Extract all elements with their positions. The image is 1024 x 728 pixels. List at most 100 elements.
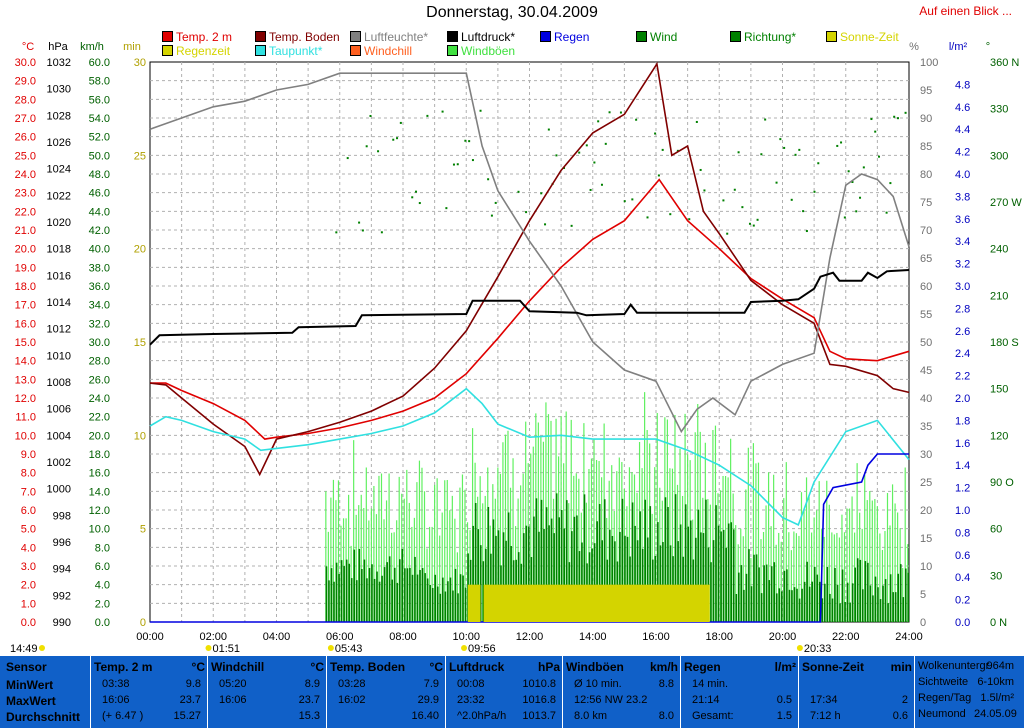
series-line	[149, 269, 910, 346]
sun-event-marker	[327, 645, 334, 651]
stats-value: 1.5	[776, 710, 792, 722]
direction-dot	[847, 170, 850, 173]
direction-dot	[464, 139, 467, 142]
tick-label-humidity: 35	[920, 421, 932, 433]
tick-label-humidity: 50	[920, 337, 932, 349]
info-value: 6-10km	[977, 676, 1014, 688]
tick-label-minutes: 20	[134, 244, 146, 256]
legend-label: Richtung*	[744, 30, 797, 44]
direction-dot	[479, 109, 482, 112]
tick-label-temp: 1.0	[21, 598, 36, 610]
tick-label-pressure: 990	[53, 617, 71, 629]
tick-label-wind: 10.0	[89, 524, 110, 536]
direction-dot	[411, 196, 414, 199]
direction-dot	[346, 157, 349, 160]
tick-label-temp: 10.0	[15, 430, 36, 442]
direction-dot	[426, 114, 429, 117]
direction-dot	[589, 188, 592, 191]
direction-dot	[794, 153, 797, 156]
axis-unit-minutes: min	[123, 41, 141, 53]
direction-dot	[517, 190, 520, 193]
legend-swatch	[350, 31, 361, 42]
stats-value-label: 8.0 km	[574, 710, 608, 722]
sun-event-marker	[461, 645, 468, 651]
direction-dot	[646, 216, 649, 219]
direction-dot	[608, 111, 611, 114]
overview-link[interactable]: Auf einen Blick ...	[919, 4, 1012, 18]
direction-dot	[836, 144, 839, 147]
stats-value: 23.7	[298, 694, 320, 706]
direction-dot	[783, 146, 786, 149]
tick-label-temp: 28.0	[15, 94, 36, 106]
tick-label-wind: 2.0	[95, 598, 110, 610]
tick-label-rain: 1.8	[955, 415, 970, 427]
tick-label-time: 02:00	[199, 631, 227, 643]
tick-label-temp: 14.0	[15, 356, 36, 368]
legend-swatch	[447, 31, 458, 42]
tick-label-temp: 18.0	[15, 281, 36, 293]
tick-label-time: 18:00	[705, 631, 733, 643]
info-label: Neumond	[918, 708, 966, 720]
tick-label-temp: 17.0	[15, 300, 36, 312]
direction-dot	[380, 231, 383, 234]
tick-label-direction: 150	[990, 384, 1008, 396]
tick-label-rain: 4.2	[955, 147, 970, 159]
legend-label: Regenzeit	[176, 44, 231, 58]
direction-dot	[733, 188, 736, 191]
stats-value-label: 16:02	[338, 694, 366, 706]
series-line	[149, 61, 910, 477]
direction-dot	[661, 148, 664, 151]
direction-dot	[597, 120, 600, 123]
direction-dot	[445, 207, 448, 210]
tick-label-temp: 16.0	[15, 318, 36, 330]
tick-label-rain: 4.4	[955, 124, 970, 136]
tick-label-pressure: 1008	[47, 377, 71, 389]
tick-label-temp: 11.0	[15, 412, 36, 424]
legend-label: Luftfeuchte*	[364, 30, 429, 44]
direction-dot	[657, 174, 660, 177]
tick-label-rain: 4.8	[955, 79, 970, 91]
tick-label-direction: 330	[990, 104, 1008, 116]
direction-dot	[874, 130, 877, 133]
direction-dot	[361, 229, 364, 232]
direction-dot	[358, 221, 361, 224]
panel-divider	[562, 656, 563, 728]
legend-item: Windböen	[447, 44, 515, 58]
tick-label-wind: 58.0	[89, 76, 110, 88]
legend-label: Sonne-Zeit	[840, 30, 899, 44]
tick-label-pressure: 1012	[47, 324, 71, 336]
legend-item: Wind	[636, 30, 677, 44]
direction-dot	[764, 118, 767, 121]
legend-label: Windböen	[461, 44, 516, 58]
direction-dot	[726, 232, 729, 235]
stats-header: Sonne-Zeit	[802, 660, 864, 674]
tick-label-wind: 46.0	[89, 188, 110, 200]
tick-label-wind: 28.0	[89, 356, 110, 368]
tick-label-wind: 38.0	[89, 262, 110, 274]
tick-label-pressure: 994	[53, 564, 71, 576]
stats-header: Windchill	[211, 660, 265, 674]
legend-item: Regen	[540, 30, 589, 44]
tick-label-temp: 20.0	[15, 244, 36, 256]
direction-dot	[893, 115, 896, 118]
panel-divider	[914, 656, 915, 728]
stats-value-label: 05:20	[219, 678, 247, 690]
legend-label: Windchill	[364, 44, 413, 58]
sun-event-label: 20:33	[804, 643, 832, 655]
legend-swatch	[255, 31, 266, 42]
direction-dot	[441, 110, 444, 113]
direction-dot	[859, 196, 862, 199]
direction-dot	[377, 150, 380, 153]
legend-swatch	[826, 31, 837, 42]
panel-divider	[326, 656, 327, 728]
tick-label-wind: 32.0	[89, 318, 110, 330]
tick-label-temp: 29.0	[15, 76, 36, 88]
sun-event-label: 01:51	[213, 643, 241, 655]
stats-header-unit: km/h	[649, 660, 678, 674]
tick-label-rain: 1.2	[955, 483, 970, 495]
direction-dot	[870, 118, 873, 121]
stats-value: 1016.8	[522, 694, 556, 706]
tick-label-humidity: 40	[920, 393, 932, 405]
tick-label-wind: 16.0	[89, 468, 110, 480]
panel-divider	[680, 656, 681, 728]
